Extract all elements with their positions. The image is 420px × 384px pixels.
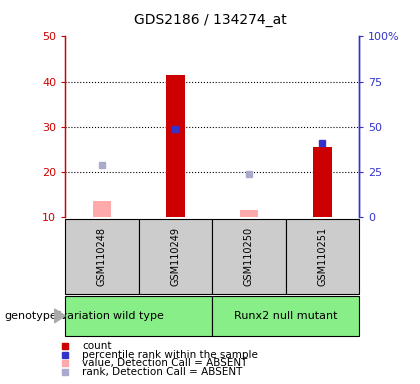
Text: GSM110251: GSM110251 [318,227,327,286]
Text: wild type: wild type [113,311,164,321]
Text: GDS2186 / 134274_at: GDS2186 / 134274_at [134,13,286,27]
Text: count: count [82,341,111,351]
Text: GSM110250: GSM110250 [244,227,254,286]
Text: GSM110248: GSM110248 [97,227,107,286]
Text: GSM110249: GSM110249 [171,227,180,286]
Text: genotype/variation: genotype/variation [4,311,110,321]
Bar [313,147,331,217]
Bar [166,75,184,217]
Text: rank, Detection Call = ABSENT: rank, Detection Call = ABSENT [82,367,242,377]
Text: value, Detection Call = ABSENT: value, Detection Call = ABSENT [82,358,247,368]
Bar [93,201,111,217]
Text: Runx2 null mutant: Runx2 null mutant [234,311,337,321]
Bar [240,210,258,217]
Text: percentile rank within the sample: percentile rank within the sample [82,350,258,360]
